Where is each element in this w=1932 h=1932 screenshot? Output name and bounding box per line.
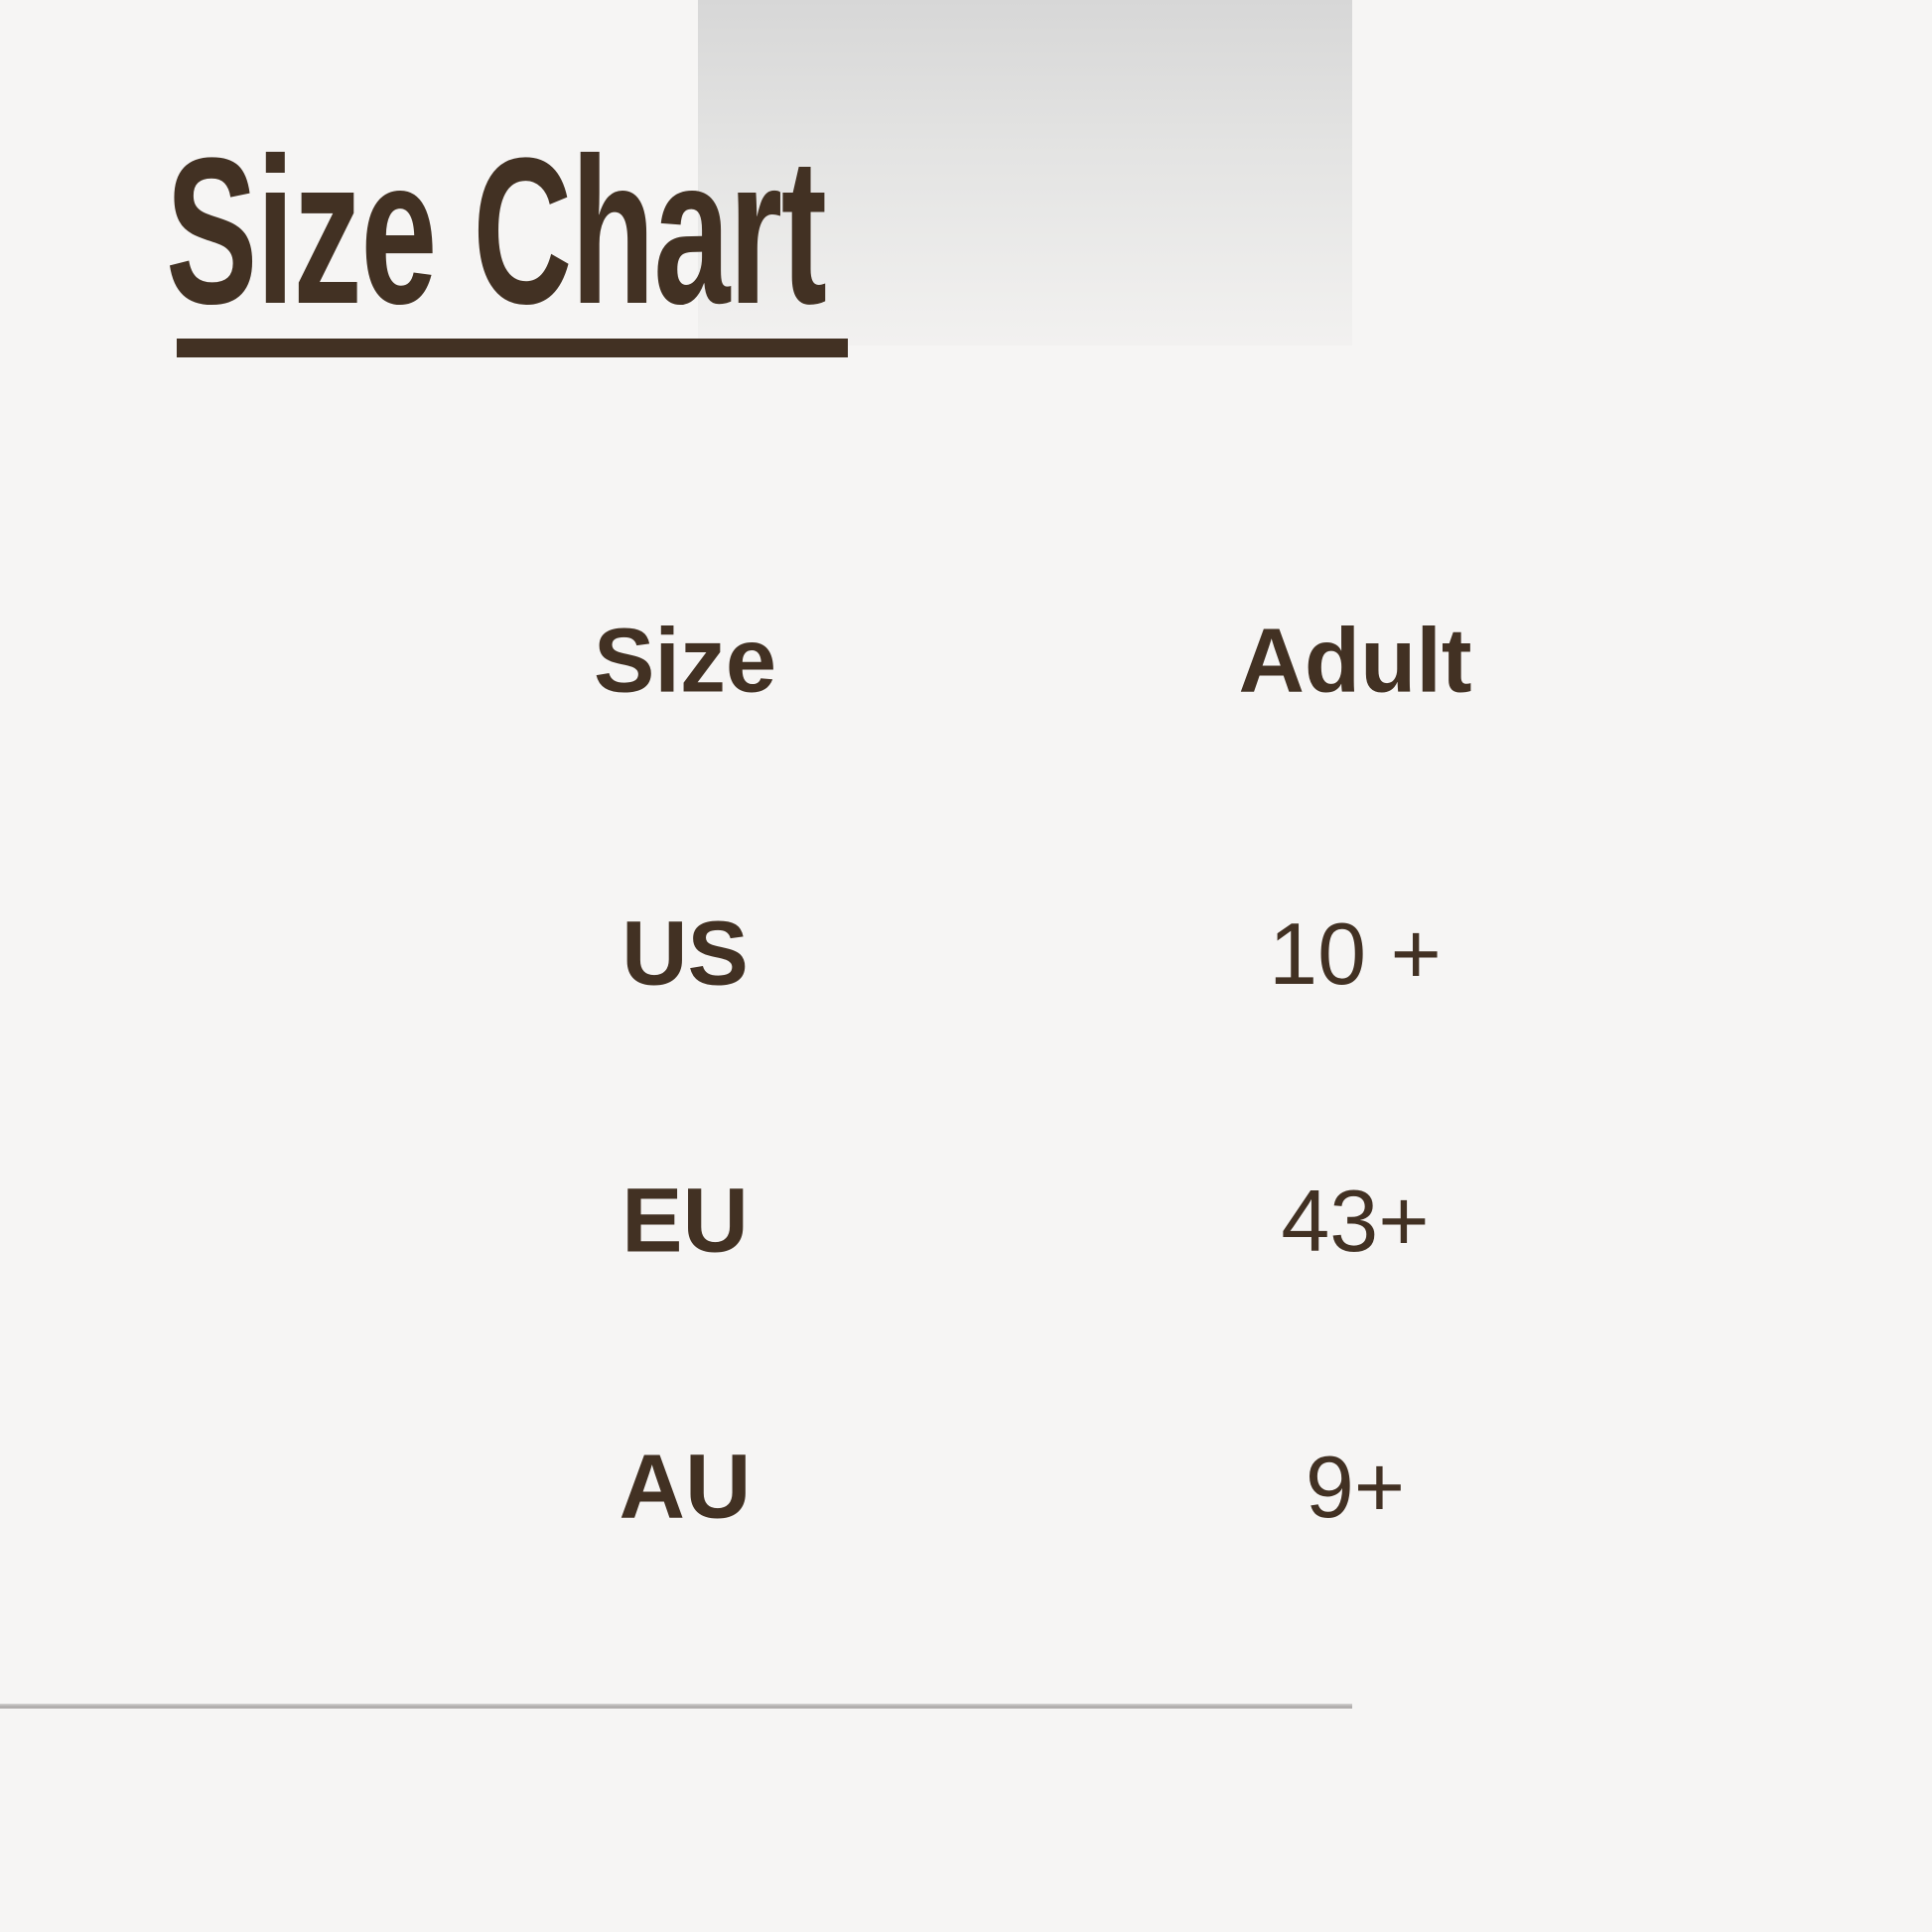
row-value-us-adult: 10 + xyxy=(1269,904,1442,1003)
row-label-au: AU xyxy=(619,1436,752,1538)
title-underline xyxy=(177,339,848,357)
row-label-eu: EU xyxy=(621,1170,749,1272)
background-gradient-panel xyxy=(698,0,1352,345)
column-header-size: Size xyxy=(593,610,777,712)
row-label-us: US xyxy=(621,902,749,1005)
row-value-eu-adult: 43+ xyxy=(1281,1172,1430,1270)
page-title: Size Chart xyxy=(166,114,827,347)
row-value-au-adult: 9+ xyxy=(1305,1438,1406,1536)
column-header-adult: Adult xyxy=(1238,610,1472,712)
bottom-divider-line xyxy=(0,1704,1352,1709)
